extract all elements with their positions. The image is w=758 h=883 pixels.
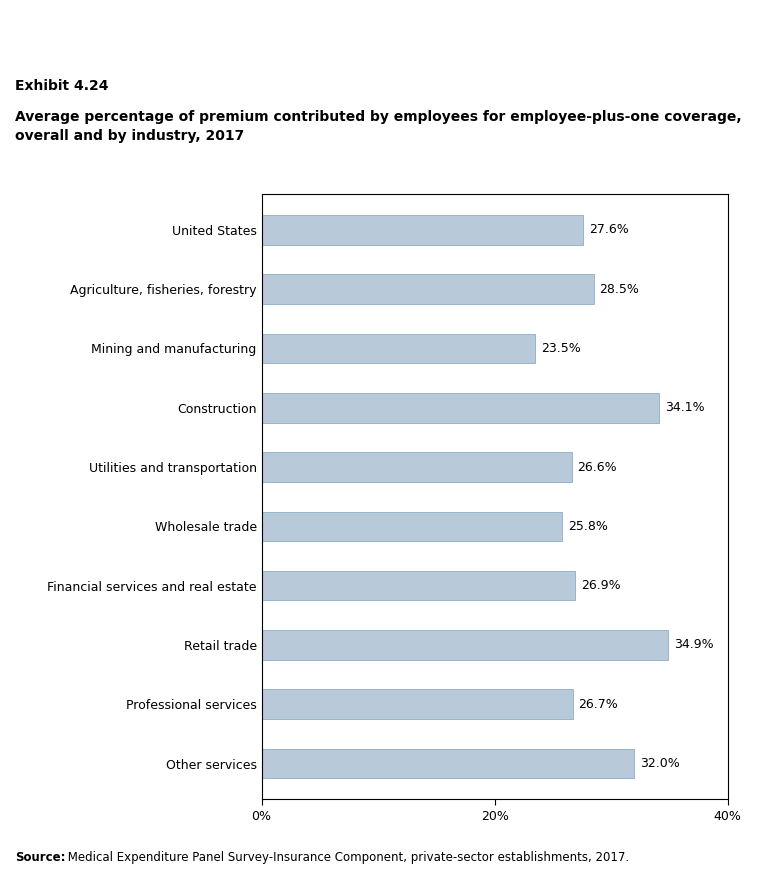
Bar xyxy=(262,690,573,719)
Bar xyxy=(262,511,562,541)
Text: Source:: Source: xyxy=(15,850,66,864)
Text: 34.9%: 34.9% xyxy=(674,638,714,652)
Bar xyxy=(262,275,594,304)
Bar xyxy=(262,452,572,482)
Text: 27.6%: 27.6% xyxy=(589,223,628,237)
Text: Average percentage of premium contributed by employees for employee-plus-one cov: Average percentage of premium contribute… xyxy=(15,110,742,143)
Text: 32.0%: 32.0% xyxy=(641,757,680,770)
Bar xyxy=(262,749,634,778)
Text: 28.5%: 28.5% xyxy=(600,283,639,296)
Bar xyxy=(262,215,583,245)
Text: 26.6%: 26.6% xyxy=(578,461,617,473)
Text: 25.8%: 25.8% xyxy=(568,520,608,532)
Text: 26.9%: 26.9% xyxy=(581,579,621,592)
Bar xyxy=(262,630,669,660)
Bar xyxy=(262,393,659,423)
Text: Exhibit 4.24: Exhibit 4.24 xyxy=(15,79,108,93)
Text: 23.5%: 23.5% xyxy=(541,342,581,355)
Text: 26.7%: 26.7% xyxy=(578,698,619,711)
Text: 34.1%: 34.1% xyxy=(665,401,704,414)
Text: Medical Expenditure Panel Survey-Insurance Component, private-sector establishme: Medical Expenditure Panel Survey-Insuran… xyxy=(64,850,630,864)
Bar xyxy=(262,570,575,600)
Bar xyxy=(262,334,535,363)
